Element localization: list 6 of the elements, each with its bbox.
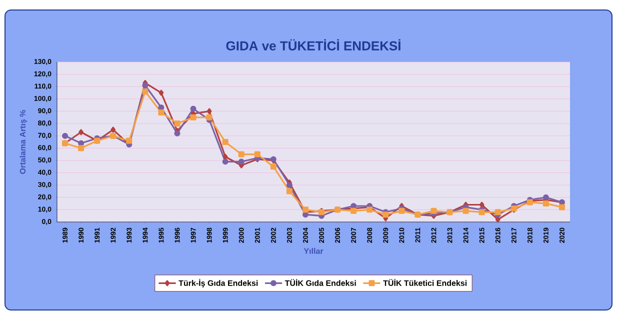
chart-title: GIDA ve TÜKETİCİ ENDEKSİ — [226, 39, 400, 50]
x-axis-title: Yıllar — [304, 248, 324, 254]
legend-label: TÜİK Gıda Endeksi — [284, 278, 356, 286]
legend-label: Türk-İş Gıda Endeksi — [178, 278, 258, 288]
y-axis-title: Ortalama Artış % — [20, 110, 28, 174]
legend-label: TÜİK Tüketici Endeksi — [383, 278, 467, 286]
